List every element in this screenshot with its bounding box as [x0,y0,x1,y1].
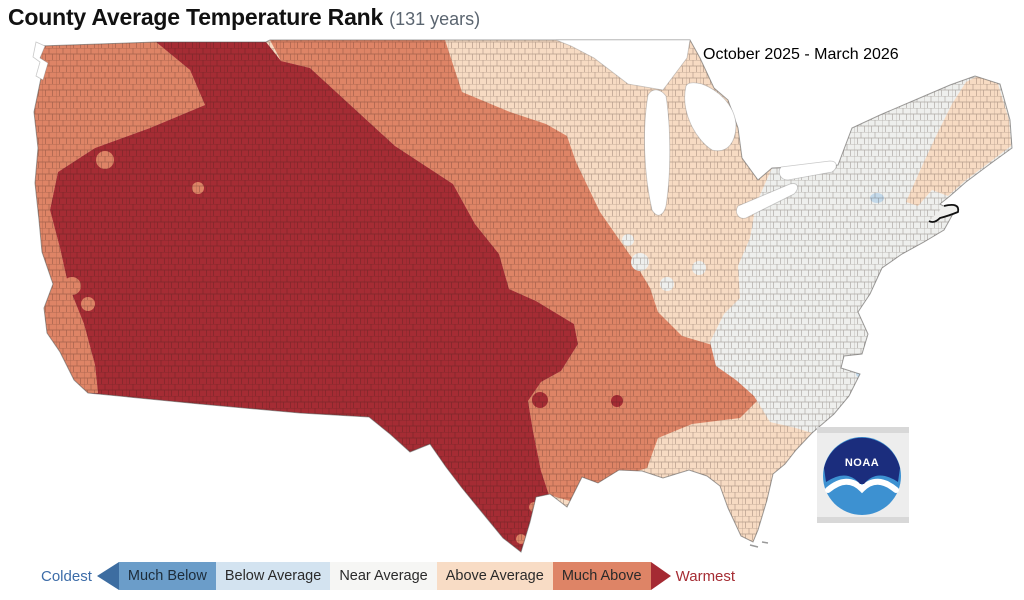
lake-michigan [644,89,671,216]
noaa-logo: NOAA [817,427,909,523]
lake-superior [555,39,691,91]
lake-ontario [778,160,837,181]
lake-huron [684,82,737,152]
map-region-carolina-coast-patch-1 [845,356,861,366]
cape-cod-highlight [928,203,960,223]
page-title: County Average Temperature Rank [8,4,384,30]
warmest-arrow-icon [650,562,671,590]
lake-erie [736,183,798,219]
noaa-logo-text: NOAA [845,457,879,469]
legend-category-blocks: Much Below Below Average Near Average Above… [118,562,651,590]
legend-block-near_average: Near Average [330,562,437,590]
legend-block-above_average: Above Average [436,562,553,590]
legend-block-below_average: Below Average [215,562,331,590]
date-range-label: October 2025 - March 2026 [703,46,899,63]
puget-sound [32,41,49,81]
temperature-rank-legend: Coldest Much Below Below Average Near Aver… [36,562,740,590]
page-subtitle: (131 years) [389,9,481,29]
us-outline [33,39,1013,553]
legend-block-much_above: Much Above [552,562,651,590]
coldest-arrow-icon [96,562,119,590]
legend-block-much_below: Much Below [118,562,216,590]
page-header: County Average Temperature Rank (131 year… [8,4,480,31]
legend-coldest-label: Coldest [41,567,92,585]
legend-warmest-label: Warmest [675,567,736,585]
florida-keys [749,541,769,548]
